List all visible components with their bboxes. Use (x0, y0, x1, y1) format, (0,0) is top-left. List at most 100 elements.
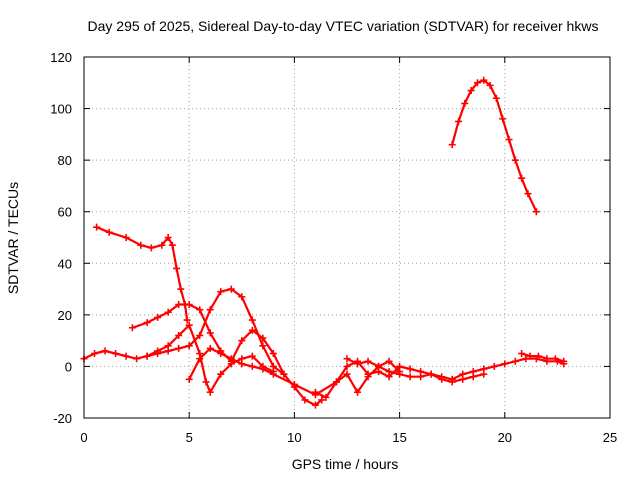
data-point (364, 370, 372, 378)
data-point (467, 87, 475, 95)
data-point (486, 81, 494, 89)
data-point (543, 355, 551, 363)
data-point (311, 388, 319, 396)
data-point (438, 375, 446, 383)
data-point (385, 368, 393, 376)
chart-title: Day 295 of 2025, Sidereal Day-to-day VTE… (88, 18, 599, 34)
data-point (524, 190, 532, 198)
y-tick-label: 0 (65, 359, 72, 374)
data-point (518, 350, 526, 358)
series-arc-5 (188, 347, 401, 396)
data-point (196, 306, 204, 314)
data-point (143, 352, 151, 360)
x-tick-label: 20 (498, 430, 512, 445)
data-point (227, 285, 235, 293)
data-point (154, 350, 162, 358)
data-point (259, 342, 267, 350)
data-point (469, 373, 477, 381)
data-point (280, 370, 288, 378)
data-point (448, 378, 456, 386)
data-point (248, 362, 256, 370)
data-point (206, 344, 214, 352)
x-tick-label: 5 (186, 430, 193, 445)
series-arc-3 (131, 303, 323, 407)
data-point (490, 362, 498, 370)
series-arc-2 (95, 226, 189, 322)
data-point (137, 241, 145, 249)
data-point (532, 208, 540, 216)
data-point (164, 308, 172, 316)
data-point (364, 357, 372, 365)
data-point (396, 370, 404, 378)
data-point (147, 244, 155, 252)
data-point (343, 370, 351, 378)
x-tick-label: 0 (80, 430, 87, 445)
data-point (499, 115, 507, 123)
x-axis-label: GPS time / hours (292, 456, 399, 472)
data-point (269, 350, 277, 358)
data-point (492, 94, 500, 102)
data-point (343, 362, 351, 370)
data-point (480, 370, 488, 378)
data-point (248, 316, 256, 324)
data-point (332, 378, 340, 386)
data-point (238, 293, 246, 301)
data-point (183, 316, 191, 324)
data-point (206, 388, 214, 396)
series-arc-4 (146, 288, 285, 376)
data-point (168, 241, 176, 249)
data-point (202, 378, 210, 386)
data-point (238, 337, 246, 345)
grid (84, 57, 610, 418)
data-point (217, 370, 225, 378)
data-point (93, 223, 101, 231)
data-point (112, 350, 120, 358)
data-point (318, 396, 326, 404)
data-point (269, 362, 277, 370)
data-point (505, 136, 513, 144)
data-point (511, 357, 519, 365)
data-point (526, 352, 534, 360)
data-point (101, 347, 109, 355)
data-point (534, 352, 542, 360)
y-tick-label: 120 (50, 50, 72, 65)
data-point (227, 355, 235, 363)
data-point (560, 357, 568, 365)
data-point (206, 306, 214, 314)
x-tick-label: 25 (603, 430, 617, 445)
data-point (375, 362, 383, 370)
data-point (343, 355, 351, 363)
data-point (185, 321, 193, 329)
data-point (173, 264, 181, 272)
data-point (269, 370, 277, 378)
data-point (448, 141, 456, 149)
data-point (143, 319, 151, 327)
y-tick-label: 20 (58, 308, 72, 323)
data-point (518, 174, 526, 182)
data-point (185, 301, 193, 309)
data-point (354, 388, 362, 396)
data-point (154, 313, 162, 321)
data-point (175, 331, 183, 339)
data-point (473, 79, 481, 87)
data-point (522, 355, 530, 363)
data-point (311, 401, 319, 409)
data-point (322, 393, 330, 401)
data-point (217, 350, 225, 358)
data-point (196, 331, 204, 339)
data-point (459, 375, 467, 383)
data-point (417, 373, 425, 381)
data-point (164, 234, 172, 241)
data-point (122, 234, 130, 241)
data-point (248, 326, 256, 334)
data-point (185, 342, 193, 350)
data-point (91, 350, 99, 358)
data-point (406, 373, 414, 381)
x-tick-label: 15 (392, 430, 406, 445)
data-point (238, 360, 246, 368)
data-point (501, 360, 509, 368)
x-tick-label: 10 (287, 430, 301, 445)
data-point (427, 370, 435, 378)
data-point (175, 301, 183, 309)
